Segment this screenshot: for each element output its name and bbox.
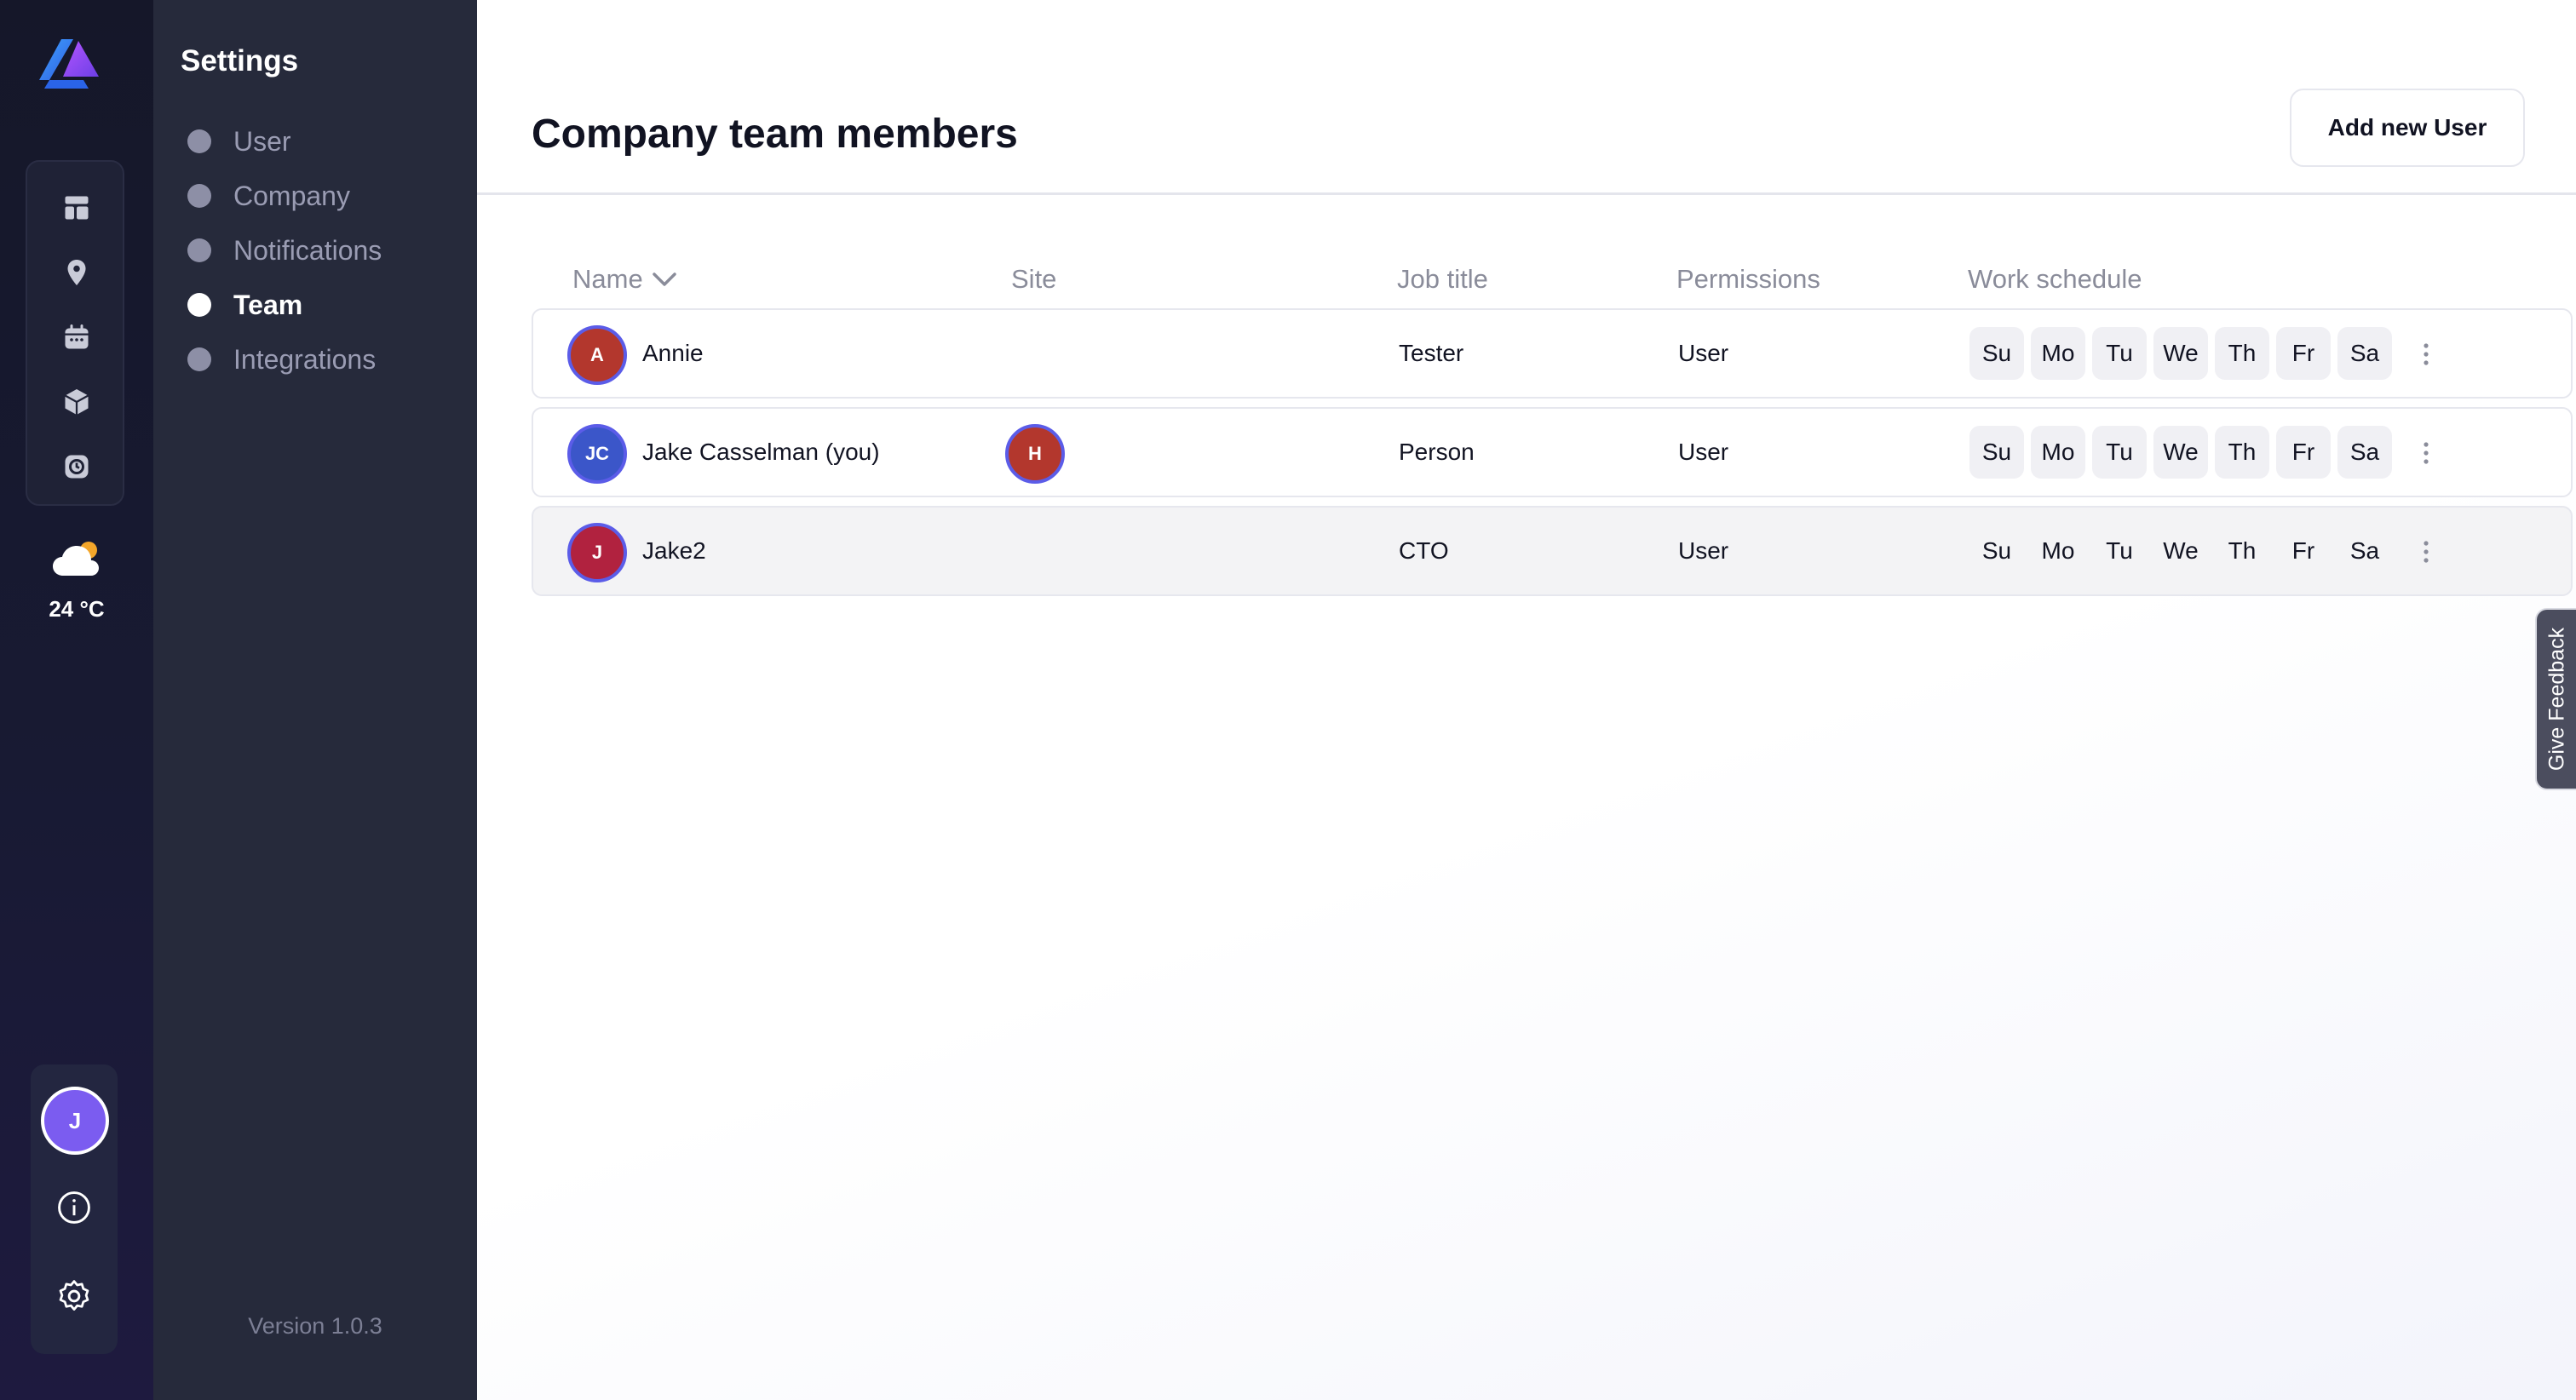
day-thursday[interactable]: Th	[2228, 537, 2257, 564]
settings-item-label: User	[233, 125, 291, 157]
member-job-title: Person	[1399, 439, 1475, 465]
settings-sidebar: Settings User Company Notifications Team…	[153, 0, 477, 1400]
day-wednesday[interactable]: We	[2163, 537, 2199, 564]
info-icon[interactable]	[55, 1189, 93, 1226]
member-avatar: A	[567, 325, 627, 385]
more-options-icon[interactable]	[2407, 434, 2445, 472]
calendar-icon[interactable]	[53, 313, 101, 361]
day-thursday[interactable]: Th	[2215, 327, 2269, 380]
weather-widget: 24 °C	[34, 530, 119, 632]
main-content: Company team members Add new User Name S…	[477, 0, 2576, 1400]
day-thursday[interactable]: Th	[2215, 426, 2269, 479]
location-pin-icon[interactable]	[53, 249, 101, 296]
chevron-down-icon	[652, 273, 676, 286]
icon-rail: 24 °C J	[0, 0, 153, 1400]
day-saturday[interactable]: Sa	[2337, 426, 2392, 479]
member-permission: User	[1678, 340, 1729, 366]
column-header-site: Site	[1011, 264, 1057, 294]
settings-item-team[interactable]: Team	[187, 284, 460, 326]
partly-cloudy-icon	[53, 542, 99, 576]
settings-title: Settings	[181, 44, 299, 77]
settings-item-notifications[interactable]: Notifications	[187, 229, 460, 272]
column-header-job-title: Job title	[1397, 264, 1488, 294]
rail-nav	[26, 160, 124, 506]
settings-item-integrations[interactable]: Integrations	[187, 338, 460, 381]
day-saturday[interactable]: Sa	[2349, 537, 2380, 564]
day-tuesday[interactable]: Tu	[2106, 537, 2133, 564]
column-header-label: Name	[572, 264, 643, 294]
feedback-label: Give Feedback	[2544, 627, 2569, 772]
gear-icon[interactable]	[55, 1277, 93, 1315]
member-name: Annie	[642, 340, 704, 366]
rail-bottom-panel: J	[31, 1064, 118, 1354]
more-options-icon[interactable]	[2407, 533, 2445, 571]
work-schedule: Su Mo Tu We Th Fr Sa	[1969, 426, 2399, 479]
add-new-user-button[interactable]: Add new User	[2290, 89, 2525, 167]
settings-item-label: Company	[233, 180, 350, 211]
day-monday[interactable]: Mo	[2031, 426, 2085, 479]
day-tuesday[interactable]: Tu	[2092, 327, 2147, 380]
table-row[interactable]: JC Jake Casselman (you) H Person User Su…	[532, 407, 2573, 497]
table-row[interactable]: A Annie Tester User Su Mo Tu We Th Fr Sa	[532, 308, 2573, 399]
weather-temperature: 24 °C	[49, 596, 105, 622]
user-avatar[interactable]: J	[41, 1087, 109, 1155]
day-monday[interactable]: Mo	[2041, 537, 2075, 564]
day-tuesday[interactable]: Tu	[2092, 426, 2147, 479]
day-friday[interactable]: Fr	[2276, 327, 2331, 380]
version-label: Version 1.0.3	[248, 1313, 382, 1339]
give-feedback-tab[interactable]: Give Feedback	[2535, 608, 2576, 790]
bullet-icon	[187, 347, 211, 371]
refresh-timer-icon[interactable]	[53, 443, 101, 491]
header-divider	[477, 192, 2576, 195]
app-logo-icon[interactable]	[37, 34, 101, 92]
day-sunday[interactable]: Su	[1981, 537, 2012, 564]
bullet-icon	[187, 238, 211, 262]
bullet-icon	[187, 184, 211, 208]
member-avatar: JC	[567, 424, 627, 484]
day-sunday[interactable]: Su	[1969, 426, 2024, 479]
settings-item-user[interactable]: User	[187, 120, 460, 163]
member-job-title: Tester	[1399, 340, 1464, 366]
day-friday[interactable]: Fr	[2291, 537, 2315, 564]
day-monday[interactable]: Mo	[2031, 327, 2085, 380]
page-title: Company team members	[532, 112, 1018, 157]
more-options-icon[interactable]	[2407, 336, 2445, 373]
column-header-work-schedule: Work schedule	[1968, 264, 2142, 294]
day-saturday[interactable]: Sa	[2337, 327, 2392, 380]
member-permission: User	[1678, 439, 1729, 465]
box-icon[interactable]	[53, 378, 101, 426]
settings-item-label: Notifications	[233, 234, 382, 266]
bullet-icon	[187, 129, 211, 153]
member-name: Jake Casselman (you)	[642, 439, 880, 465]
site-avatar[interactable]: H	[1005, 424, 1065, 484]
dashboard-icon[interactable]	[53, 184, 101, 232]
work-schedule: Su Mo Tu We Th Fr Sa	[1969, 525, 2399, 577]
day-sunday[interactable]: Su	[1969, 327, 2024, 380]
table-row[interactable]: J Jake2 CTO User Su Mo Tu We Th Fr Sa	[532, 506, 2573, 596]
member-name: Jake2	[642, 537, 706, 564]
settings-item-label: Team	[233, 289, 303, 320]
column-header-permissions: Permissions	[1676, 264, 1820, 294]
day-wednesday[interactable]: We	[2153, 327, 2208, 380]
member-avatar: J	[567, 523, 627, 582]
day-friday[interactable]: Fr	[2276, 426, 2331, 479]
member-permission: User	[1678, 537, 1729, 564]
bullet-icon	[187, 293, 211, 317]
column-header-name[interactable]: Name	[572, 264, 677, 295]
work-schedule: Su Mo Tu We Th Fr Sa	[1969, 327, 2399, 380]
settings-item-label: Integrations	[233, 343, 377, 375]
settings-item-company[interactable]: Company	[187, 175, 460, 217]
day-wednesday[interactable]: We	[2153, 426, 2208, 479]
member-job-title: CTO	[1399, 537, 1449, 564]
